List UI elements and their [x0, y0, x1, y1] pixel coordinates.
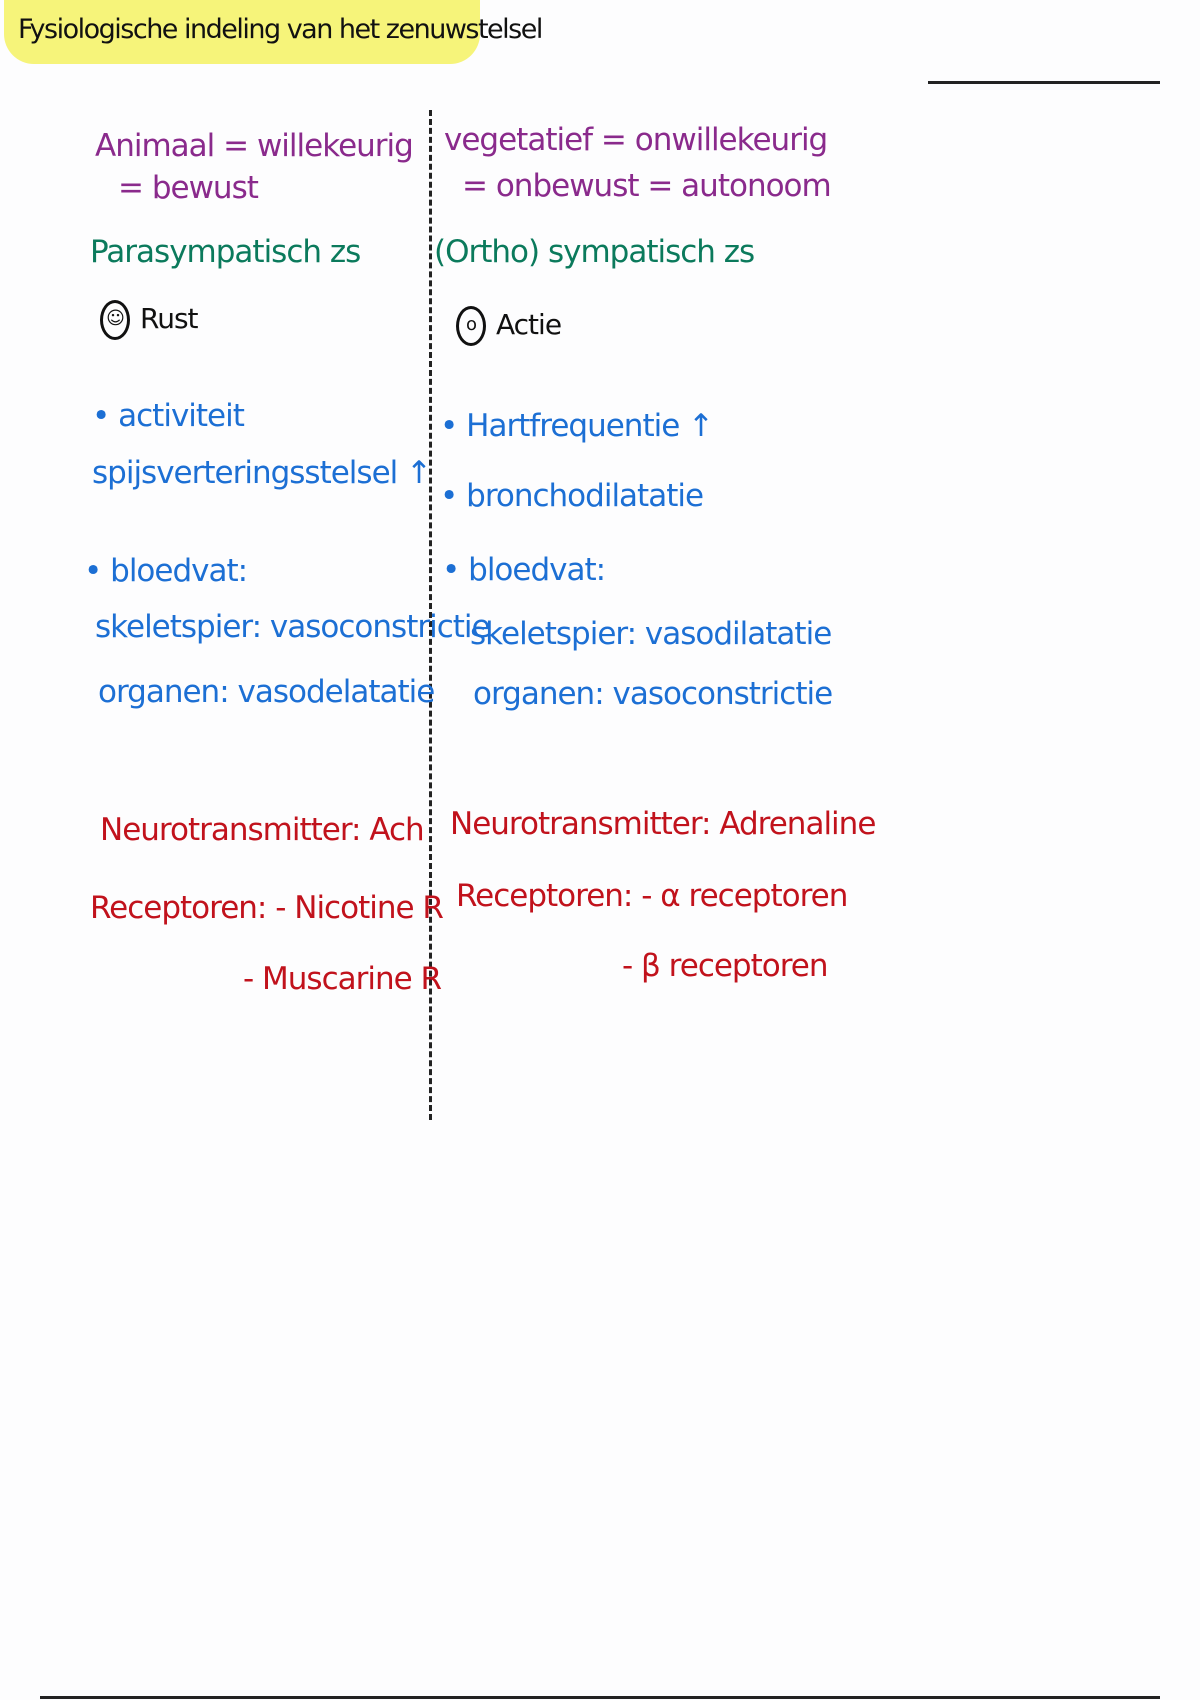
left-mood: ☺ Rust — [100, 300, 199, 340]
left-item-skeletal-muscle: skeletspier: vasoconstrictie — [95, 609, 491, 645]
right-system-heading: (Ortho) sympatisch zs — [434, 234, 755, 270]
right-item-organs: organen: vasoconstrictie — [473, 676, 833, 712]
left-item-digestion: spijsverteringsstelsel ↑ — [92, 455, 432, 491]
column-divider — [429, 110, 432, 1120]
right-definition-1: vegetatief = onwillekeurig — [444, 122, 828, 158]
right-item-bloodvessel: • bloedvat: — [442, 552, 606, 588]
left-receptor-2: - Muscarine R — [243, 961, 442, 997]
left-mood-label: Rust — [140, 302, 199, 335]
left-item-organs: organen: vasodelatatie — [98, 674, 435, 710]
right-receptor-1: Receptoren: - α receptoren — [456, 878, 848, 914]
title-highlight — [4, 0, 480, 64]
left-definition-1: Animaal = willekeurig — [95, 128, 414, 164]
right-item-skeletal-muscle: skeletspier: vasodilatatie — [470, 616, 832, 652]
surprised-face-icon: o — [456, 306, 486, 346]
left-receptor-1: Receptoren: - Nicotine R — [90, 890, 444, 926]
top-rule — [928, 81, 1160, 84]
left-system-heading: Parasympatisch zs — [90, 234, 361, 270]
page-title: Fysiologische indeling van het zenuwstel… — [18, 14, 543, 45]
left-item-activity: • activiteit — [92, 398, 245, 434]
right-item-bronchodilation: • bronchodilatatie — [440, 478, 704, 514]
right-neurotransmitter: Neurotransmitter: Adrenaline — [450, 806, 876, 842]
right-item-heart-rate: • Hartfrequentie ↑ — [440, 408, 714, 444]
left-neurotransmitter: Neurotransmitter: Ach — [100, 812, 425, 848]
right-mood: o Actie — [456, 306, 562, 346]
right-mood-label: Actie — [496, 308, 562, 341]
right-receptor-2: - β receptoren — [622, 948, 829, 984]
right-definition-2: = onbewust = autonoom — [462, 168, 832, 204]
left-item-bloodvessel: • bloedvat: — [84, 553, 248, 589]
left-definition-2: = bewust — [118, 170, 259, 206]
bottom-rule — [40, 1696, 1160, 1699]
smiley-face-icon: ☺ — [100, 300, 130, 340]
